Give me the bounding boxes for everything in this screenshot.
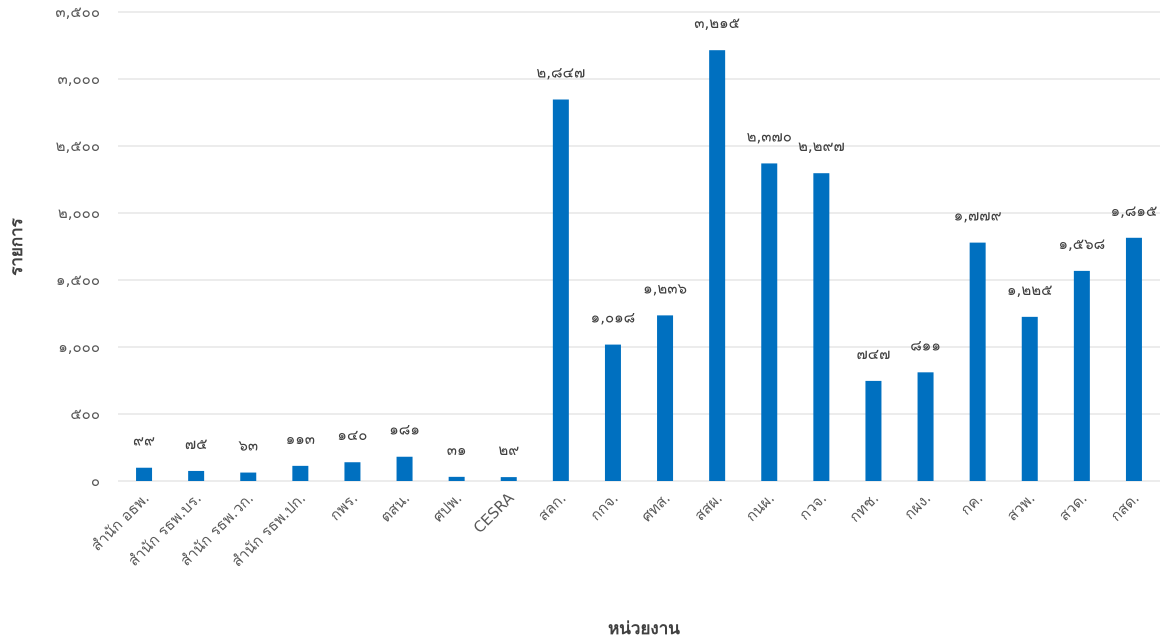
x-tick-label: ตสน. [377,489,414,526]
x-tick-label: สลก. [534,489,569,524]
y-tick-label: ๕๐๐ [70,405,100,423]
bar [344,462,361,481]
x-tick-label: กกจ. [587,489,622,524]
data-label: ๑,๐๑๘ [591,309,636,327]
bar [657,315,674,481]
bar [917,372,934,481]
data-label: ๗๔๗ [856,345,890,363]
bar [761,163,778,482]
data-label: ๑๔๐ [337,426,367,444]
data-label: ๗๕ [185,435,208,453]
y-tick-label: ๑,๕๐๐ [56,271,100,289]
y-tick-label: ๐ [91,472,100,490]
gridlines [118,11,1160,482]
data-label: ๓๑ [447,441,467,459]
bar [448,476,465,481]
x-tick-label: กค. [957,489,987,519]
bar [969,242,986,481]
x-tick-label: กผง. [900,489,934,523]
y-tick-label: ๒,๐๐๐ [58,204,100,222]
bars [136,50,1142,482]
data-label: ๒๙ [498,441,519,459]
y-tick-label: ๑,๐๐๐ [58,338,100,356]
data-label: ๑,๕๖๘ [1058,235,1105,253]
bar [1073,270,1090,481]
x-tick-label: กวจ. [795,489,830,524]
y-axis-tick-labels: ๐ ๕๐๐ ๑,๐๐๐ ๑,๕๐๐ ๒,๐๐๐ ๒,๕๐๐ ๓,๐๐๐ ๓,๕๐๐ [55,3,100,490]
data-label: ๑,๒๒๕ [1007,281,1052,299]
bar [292,465,309,481]
bar [240,472,257,481]
x-tick-label: กสด. [1107,489,1143,525]
x-tick-label: CESRA [470,489,518,537]
x-tick-label: กพร. [326,489,361,524]
x-tick-label: ศปพ. [429,489,466,526]
bar [865,380,882,481]
bar [1125,237,1142,481]
data-label: ๒,๓๗๐ [747,127,792,145]
x-axis-title: หน่วยงาน [608,619,680,639]
bar [188,470,205,481]
data-label: ๖๓ [238,437,258,455]
y-tick-label: ๓,๕๐๐ [55,3,100,21]
data-label: ๓,๒๑๕ [694,14,740,32]
data-label: ๑,๗๗๙ [954,207,1002,225]
bar [396,456,413,481]
data-label: ๑,๘๑๕ [1111,202,1158,220]
data-label: ๒,๒๙๗ [798,137,845,155]
x-axis-tick-labels: สำนัก อธพ.สำนัก รธพ.บร.สำนัก รธพ.วก.สำนั… [87,489,1142,571]
y-tick-label: ๓,๐๐๐ [58,70,101,88]
bar [709,50,726,481]
y-axis-title: รายการ [7,217,27,275]
bar [813,173,830,481]
data-label: ๑,๒๓๖ [643,279,687,297]
bar [1021,316,1038,481]
data-label: ๙๙ [133,432,155,450]
bar [552,99,569,481]
y-tick-label: ๒,๕๐๐ [56,137,100,155]
x-tick-label: สวด. [1055,489,1090,524]
bar [604,344,621,481]
data-label: ๑๑๓ [286,430,315,448]
x-tick-label: สสผ. [691,489,726,524]
data-label: ๒,๘๔๗ [536,64,585,82]
data-label: ๘๑๑ [910,336,941,354]
bar [136,467,153,481]
x-tick-label: ศทส. [638,489,674,525]
data-label: ๑๘๑ [389,421,420,439]
x-tick-label: กนผ. [742,489,778,525]
x-tick-label: สวพ. [1003,489,1039,525]
x-tick-label: กทช. [846,489,883,526]
bar [500,477,517,481]
